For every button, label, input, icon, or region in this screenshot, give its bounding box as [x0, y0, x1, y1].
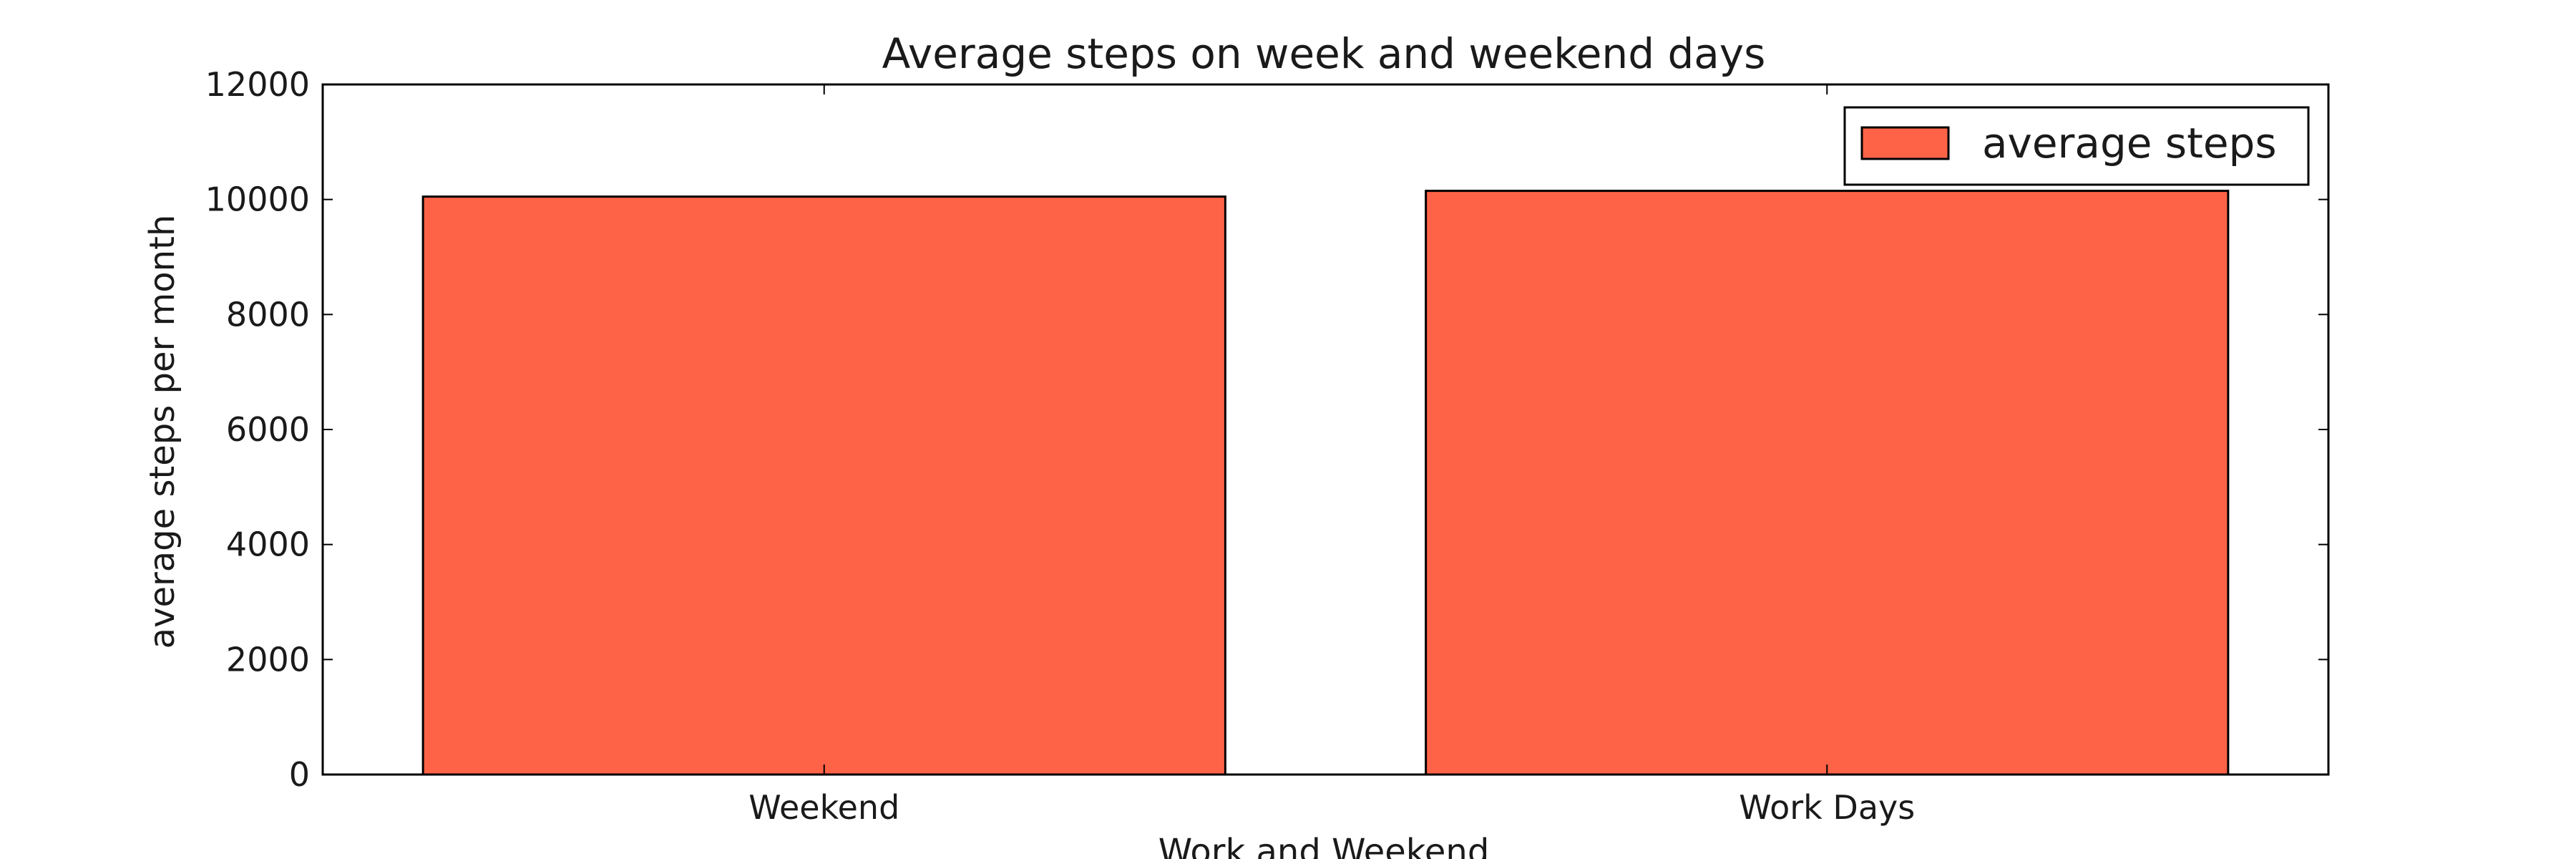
x-tick-label: Weekend	[748, 788, 899, 827]
plot-frame	[321, 83, 2330, 776]
y-tick-label: 0	[289, 755, 310, 794]
x-axis-title: Work and Weekend	[1158, 832, 1490, 859]
y-tick-label: 12000	[205, 65, 310, 104]
y-tick-label: 2000	[226, 640, 310, 679]
legend: average steps	[1843, 106, 2310, 186]
y-tick-label: 4000	[226, 525, 310, 564]
bars-layer	[421, 190, 2230, 776]
y-tick-label: 10000	[205, 180, 310, 219]
bar-weekend	[421, 195, 1226, 776]
y-tick-label: 6000	[226, 410, 310, 449]
bar-work-days	[1425, 190, 2230, 776]
chart-title: Average steps on week and weekend days	[882, 29, 1766, 78]
x-tick-label: Work Days	[1739, 788, 1915, 827]
legend-label: average steps	[1982, 119, 2277, 168]
y-tick-label: 8000	[226, 295, 310, 334]
y-axis-title: average steps per month	[142, 215, 182, 649]
ticks-layer: 0 2000 4000 6000 8000 10000 12000 Weekend Work D…	[205, 65, 2328, 827]
legend-swatch	[1860, 126, 1950, 160]
